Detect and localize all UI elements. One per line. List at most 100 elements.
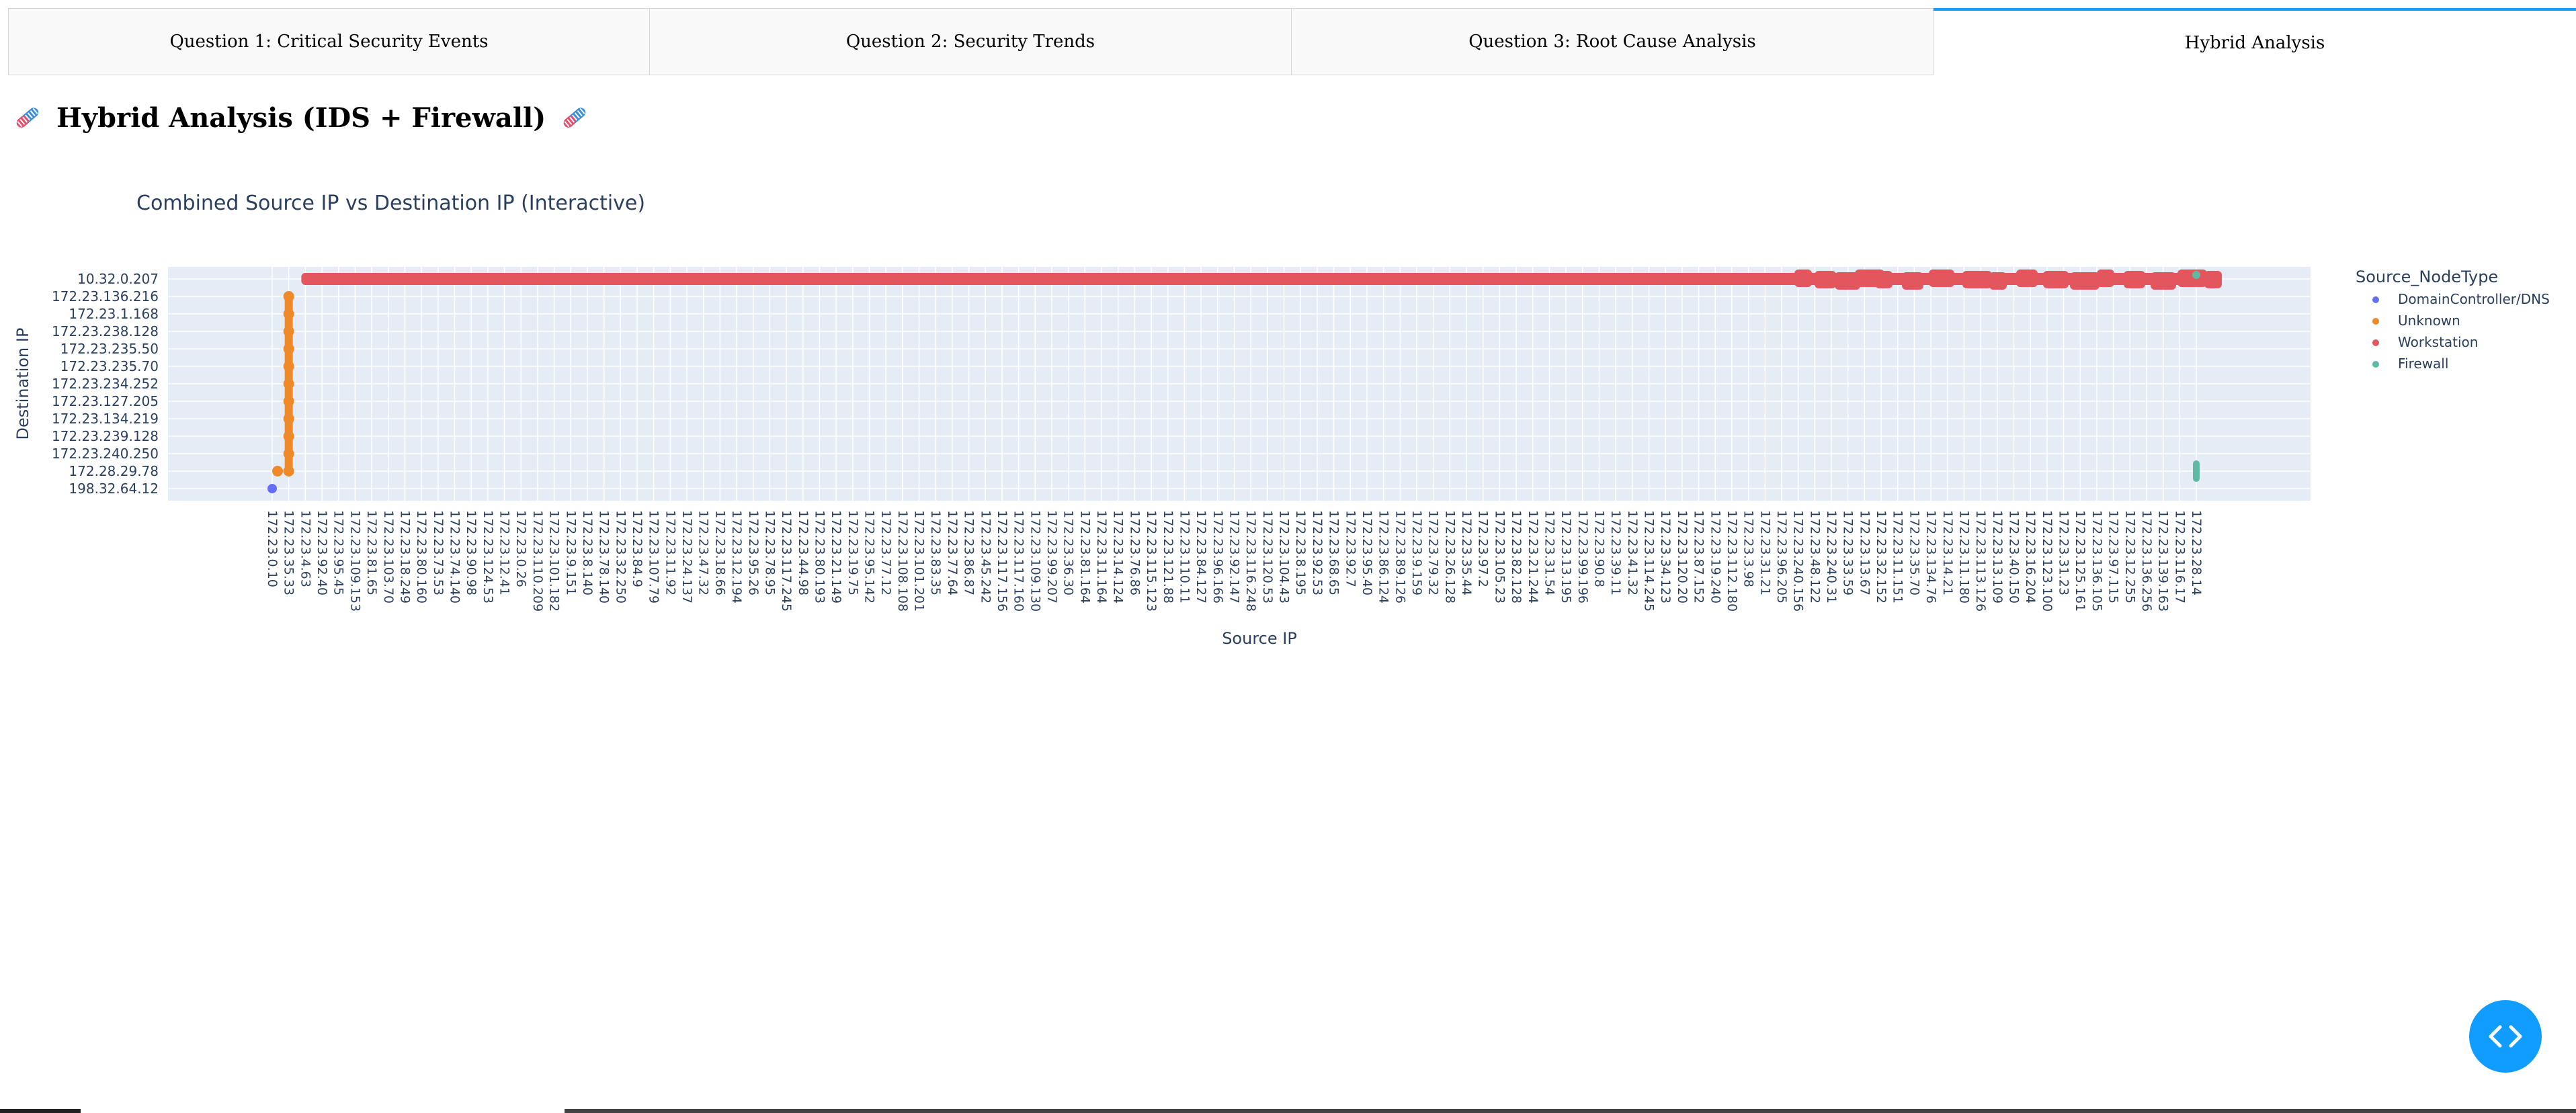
x-tick-label: 172.23.35.33	[282, 510, 296, 595]
x-tick-label: 172.23.107.79	[647, 510, 661, 604]
x-tick-label: 172.23.105.23	[1492, 510, 1507, 604]
y-tick-label: 172.28.29.78	[69, 463, 159, 479]
x-tick-label: 172.23.108.108	[895, 510, 910, 612]
x-tick-label: 172.23.34.123	[1658, 510, 1673, 604]
y-tick-label: 172.23.134.219	[52, 411, 159, 427]
x-tick-label: 172.23.110.209	[530, 510, 545, 612]
x-tick-label: 172.23.36.30	[1061, 510, 1076, 595]
workstation-point	[2016, 270, 2038, 287]
x-tick-label: 172.23.47.32	[696, 510, 711, 595]
x-tick-label: 172.23.35.44	[1459, 510, 1474, 595]
x-tick-label: 172.23.4.63	[298, 510, 313, 587]
dna-icon	[563, 108, 586, 128]
x-tick-label: 172.23.110.11	[1177, 510, 1192, 604]
y-tick-label: 172.23.240.250	[52, 446, 159, 462]
x-tick-label: 172.23.12.255	[2122, 510, 2137, 604]
workstation-point	[1835, 272, 1860, 290]
y-tick-label: 172.23.238.128	[52, 323, 159, 339]
legend-title: Source_NodeType	[2356, 267, 2498, 286]
x-axis-title: Source IP	[1222, 629, 1297, 648]
x-tick-label: 172.23.120.20	[1675, 510, 1690, 604]
legend-marker	[2372, 339, 2379, 346]
x-tick-label: 172.23.13.109	[1990, 510, 2005, 604]
tab-security-trends[interactable]: Question 2: Security Trends	[650, 8, 1292, 75]
x-tick-label: 172.23.109.153	[347, 510, 362, 612]
legend-item: DomainController/DNS	[2398, 291, 2550, 307]
x-tick-label: 172.23.101.182	[547, 510, 562, 612]
x-tick-label: 172.23.9.151	[563, 510, 578, 595]
x-tick-label: 172.23.97.115	[2106, 510, 2121, 604]
x-tick-label: 172.23.92.147	[1227, 510, 1242, 604]
tab-root-cause-analysis[interactable]: Question 3: Root Cause Analysis	[1292, 8, 1934, 75]
horizontal-scrollbar[interactable]	[565, 1109, 2576, 1113]
code-toggle-button[interactable]	[2469, 1000, 2542, 1073]
x-tick-label: 172.23.124.53	[481, 510, 495, 604]
x-tick-label: 172.23.136.256	[2139, 510, 2154, 612]
x-tick-label: 172.23.44.98	[796, 510, 811, 595]
x-tick-label: 172.23.77.64	[945, 510, 960, 595]
x-tick-label: 172.23.11.164	[1094, 510, 1109, 604]
y-tick-label: 198.32.64.12	[69, 481, 159, 497]
x-tick-label: 172.23.24.137	[679, 510, 694, 604]
page-title-row: Hybrid Analysis (IDS + Firewall)	[11, 94, 591, 141]
x-tick-label: 172.23.92.40	[315, 510, 329, 595]
y-tick-label: 172.23.127.205	[52, 393, 159, 409]
page-title: Hybrid Analysis (IDS + Firewall)	[56, 101, 546, 134]
y-tick-label: 172.23.136.216	[52, 288, 159, 304]
tab-critical-security-events[interactable]: Question 1: Critical Security Events	[8, 8, 650, 75]
x-tick-label: 172.23.121.88	[1161, 510, 1175, 604]
x-tick-label: 172.23.73.53	[431, 510, 446, 595]
x-tick-label: 172.23.139.163	[2156, 510, 2171, 612]
x-tick-label: 172.23.99.207	[1044, 510, 1059, 604]
x-tick-label: 172.23.84.127	[1194, 510, 1208, 604]
workstation-point	[2124, 271, 2145, 288]
x-tick-label: 172.23.79.32	[1426, 510, 1441, 595]
x-tick-label: 172.23.89.126	[1393, 510, 1407, 604]
x-tick-label: 172.23.116.248	[1243, 510, 1258, 612]
workstation-point	[2070, 272, 2100, 290]
tab-hybrid-analysis[interactable]: Hybrid Analysis	[1934, 8, 2576, 75]
x-tick-label: 172.23.92.53	[1310, 510, 1325, 595]
x-tick-label: 172.23.113.126	[1973, 510, 1988, 612]
x-tick-label: 172.23.12.41	[497, 510, 512, 595]
x-tick-label: 172.23.0.26	[513, 510, 528, 587]
scatter-chart[interactable]: Combined Source IP vs Destination IP (In…	[0, 175, 2576, 672]
x-tick-label: 172.23.41.32	[1625, 510, 1640, 595]
x-tick-label: 172.23.101.201	[912, 510, 927, 612]
x-tick-label: 172.23.81.164	[1077, 510, 1092, 604]
x-tick-label: 172.23.19.240	[1708, 510, 1722, 604]
x-tick-label: 172.23.48.122	[1807, 510, 1822, 604]
firewall-point	[2193, 460, 2200, 482]
x-tick-label: 172.23.21.149	[829, 510, 843, 604]
x-tick-label: 172.23.45.242	[978, 510, 993, 604]
x-tick-label: 172.23.40.150	[2007, 510, 2022, 604]
x-tick-label: 172.23.117.156	[995, 510, 1009, 612]
x-tick-label: 172.23.95.142	[862, 510, 877, 604]
x-tick-label: 172.23.123.100	[2040, 510, 2054, 612]
x-tick-label: 172.23.96.205	[1774, 510, 1789, 604]
x-tick-label: 172.23.136.105	[2089, 510, 2104, 612]
x-tick-label: 172.23.28.14	[2189, 510, 2204, 595]
x-tick-label: 172.23.92.7	[1343, 510, 1358, 587]
domaincontroller-point	[267, 484, 277, 493]
legend-item: Firewall	[2398, 356, 2448, 372]
x-tick-label: 172.23.104.43	[1277, 510, 1292, 604]
x-tick-label: 172.23.96.166	[1210, 510, 1225, 604]
x-tick-label: 172.23.112.180	[1725, 510, 1739, 612]
x-tick-label: 172.23.117.160	[1011, 510, 1026, 612]
x-tick-label: 172.23.95.45	[331, 510, 346, 595]
x-tick-label: 172.23.82.128	[1509, 510, 1524, 604]
x-tick-label: 172.23.18.249	[397, 510, 412, 604]
x-tick-label: 172.23.35.70	[1907, 510, 1921, 595]
y-tick-label: 172.23.234.252	[52, 376, 159, 392]
x-tick-label: 172.23.117.245	[779, 510, 794, 612]
x-tick-label: 172.23.86.87	[962, 510, 977, 595]
x-tick-label: 172.23.97.2	[1476, 510, 1491, 587]
legend-item: Workstation	[2398, 334, 2478, 350]
tab-bar: Question 1: Critical Security Events Que…	[8, 8, 2576, 75]
x-tick-label: 172.23.240.31	[1824, 510, 1839, 604]
unknown-point	[272, 466, 283, 477]
workstation-point	[2177, 270, 2207, 287]
x-tick-label: 172.23.86.124	[1376, 510, 1391, 604]
workstation-point	[2204, 271, 2222, 288]
